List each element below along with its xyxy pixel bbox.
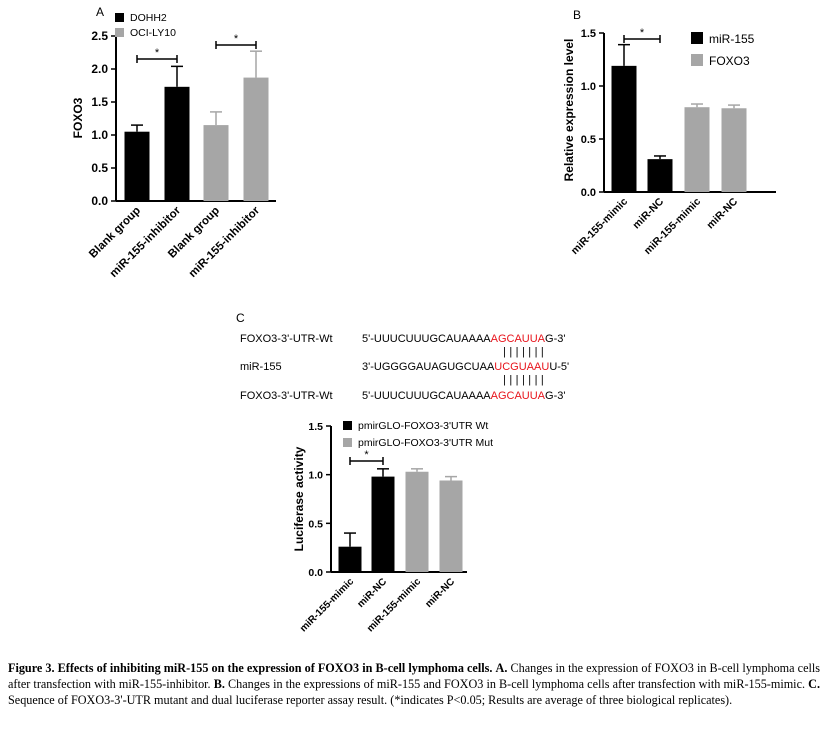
panel-c-category-label: miR-155-mimic xyxy=(298,576,356,634)
sequence-2-prefix: 3'-UGGGGAUAGUGCUAA xyxy=(362,361,495,373)
sequence-1-seed: AGCAUUA xyxy=(490,333,546,345)
panel-b-bar xyxy=(611,65,637,192)
panel-c-y-tick-label: 0.0 xyxy=(308,567,323,579)
sequence-3-prefix: 5'-UUUCUUUGCAUAAAA xyxy=(362,390,491,402)
panel-a-y-tick-label: 0.0 xyxy=(91,194,108,208)
panel-a-bar xyxy=(164,86,190,201)
panel-a-y-tick-label: 1.0 xyxy=(91,128,108,142)
sequence-label-2: miR-155 xyxy=(240,361,282,373)
panel-b-legend-swatch xyxy=(691,32,703,44)
caption-a-label: A. xyxy=(495,661,508,675)
sequence-label-1: FOXO3-3'-UTR-Wt xyxy=(240,333,333,345)
panel-c-legend-label: pmirGLO-FOXO3-3'UTR Wt xyxy=(358,420,488,432)
panel-a-legend-label: DOHH2 xyxy=(130,12,167,24)
caption-b-text: Changes in the expressions of miR-155 an… xyxy=(224,677,809,691)
caption-c-text: Sequence of FOXO3-3'-UTR mutant and dual… xyxy=(8,693,733,707)
sequence-1-prefix: 5'-UUUCUUUGCAUAAAA xyxy=(362,333,491,345)
panel-b-letter: B xyxy=(573,8,581,22)
panel-a-legend-label: OCI-LY10 xyxy=(130,27,176,39)
sequence-2-seed: UCGUAAU xyxy=(494,361,550,373)
sequence-3: 5'-UUUCUUUGCAUAAAAAGCAUUAG-3' xyxy=(362,390,565,402)
panel-c-y-tick-label: 0.5 xyxy=(308,518,323,530)
panel-a-y-tick-label: 1.5 xyxy=(91,95,108,109)
panel-a-bar xyxy=(203,125,229,201)
sequence-label-3: FOXO3-3'-UTR-Wt xyxy=(240,390,333,402)
sequence-1-suffix: G-3' xyxy=(545,333,566,345)
panel-b-y-axis-label: Relative expression level xyxy=(562,39,576,182)
panel-a-bar xyxy=(124,131,150,201)
caption-c-label: C. xyxy=(808,677,820,691)
panel-c-legend-label: pmirGLO-FOXO3-3'UTR Mut xyxy=(358,437,493,449)
panel-b-y-tick-label: 1.5 xyxy=(581,28,596,40)
panel-b-legend-label: FOXO3 xyxy=(709,54,750,68)
caption-b-label: B. xyxy=(213,677,225,691)
sequence-2-suffix: U-5' xyxy=(549,361,570,373)
panel-b-legend-swatch xyxy=(691,54,703,66)
panel-a-significance-star: * xyxy=(155,47,160,59)
panel-b-y-tick-label: 0.5 xyxy=(581,134,596,146)
panel-a-legend-swatch xyxy=(115,13,124,22)
panel-a-legend-swatch xyxy=(115,28,124,37)
panel-a-letter: A xyxy=(96,5,104,19)
sequence-1: 5'-UUUCUUUGCAUAAAAAGCAUUAG-3' xyxy=(362,333,565,345)
panel-c-legend-swatch xyxy=(343,421,352,430)
sequence-2: 3'-UGGGGAUAGUGCUAAUCGUAAUU-5' xyxy=(362,361,569,373)
panel-c-bar xyxy=(439,480,463,572)
panel-c-significance-star: * xyxy=(364,449,369,461)
caption-title: Figure 3. Effects of inhibiting miR-155 … xyxy=(8,661,493,675)
sequence-3-suffix: G-3' xyxy=(545,390,566,402)
panel-c-bar xyxy=(338,546,362,572)
panel-c-category-label: miR-NC xyxy=(355,576,389,610)
caption-a-text: Changes in the expression of FOXO3 in B-… xyxy=(8,661,820,691)
panel-c-y-tick-label: 1.0 xyxy=(308,470,323,482)
panel-a-bar xyxy=(243,77,269,201)
sequence-3-seed: AGCAUUA xyxy=(490,390,546,402)
panel-c-bar xyxy=(405,471,429,572)
panel-c-category-label: miR-NC xyxy=(423,576,457,610)
panel-a-y-axis-label: FOXO3 xyxy=(71,97,85,138)
panel-a-significance-star: * xyxy=(234,33,239,45)
panel-b-y-tick-label: 0.0 xyxy=(581,187,596,199)
panel-a-y-tick-label: 2.0 xyxy=(91,62,108,76)
panel-b-bar xyxy=(684,107,710,192)
panel-b-legend-label: miR-155 xyxy=(709,32,755,46)
panel-c-y-axis-label: Luciferase activity xyxy=(292,446,306,551)
panel-c-legend-swatch xyxy=(343,438,352,447)
panel-b-significance-star: * xyxy=(640,27,645,39)
panel-c-letter: C xyxy=(236,311,245,325)
panel-b-y-tick-label: 1.0 xyxy=(581,81,596,93)
pairing-bars-1: | | | | | | | xyxy=(503,346,544,358)
panel-c-bar xyxy=(371,476,395,572)
panel-b-bar xyxy=(721,108,747,192)
panel-a-y-tick-label: 2.5 xyxy=(91,29,108,43)
panel-a-y-tick-label: 0.5 xyxy=(91,161,108,175)
figure-caption: Figure 3. Effects of inhibiting miR-155 … xyxy=(8,660,820,708)
panel-c-y-tick-label: 1.5 xyxy=(308,421,323,433)
pairing-bars-2: | | | | | | | xyxy=(503,374,544,386)
panel-b-bar xyxy=(647,159,673,192)
